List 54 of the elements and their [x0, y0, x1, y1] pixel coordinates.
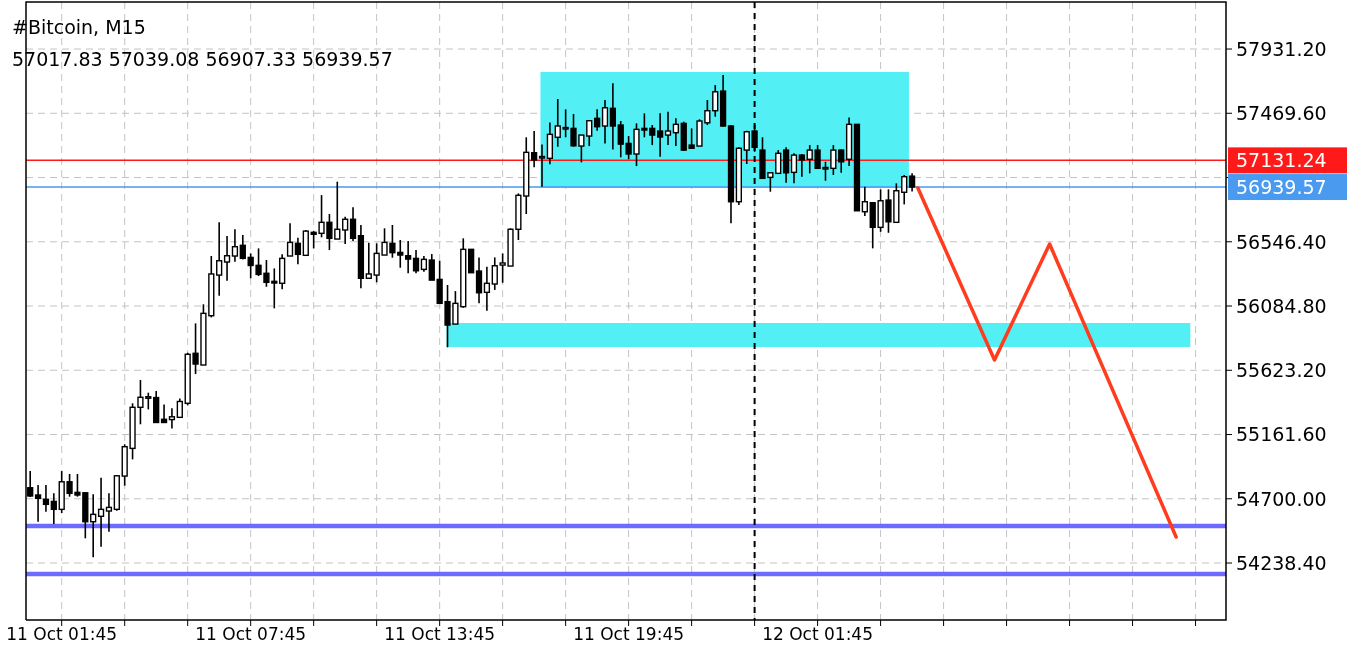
candlestick	[34, 484, 42, 523]
candlestick	[782, 146, 790, 184]
candlestick	[239, 234, 246, 261]
candlestick	[609, 82, 617, 151]
candlestick	[790, 152, 798, 185]
candlestick	[475, 256, 483, 305]
candlestick	[775, 149, 782, 175]
x-tick-label: 11 Oct 01:45	[6, 624, 118, 644]
candlestick	[97, 476, 105, 548]
candlestick	[412, 249, 420, 275]
candlestick	[50, 492, 57, 525]
candlestick	[538, 143, 546, 188]
candlestick	[223, 235, 231, 282]
candlestick	[908, 172, 916, 193]
candlestick	[664, 110, 672, 146]
y-tick-label: 55161.60	[1236, 423, 1327, 446]
candlestick	[601, 99, 609, 145]
candlestick	[216, 221, 223, 297]
candlestick	[656, 112, 664, 158]
candlestick	[468, 248, 475, 274]
y-tick-label: 57931.20	[1236, 37, 1327, 60]
candlestick	[405, 240, 412, 275]
candlestick	[672, 117, 680, 147]
ref-line-label: 56939.57	[1236, 175, 1327, 198]
y-tick-label: 56084.80	[1236, 294, 1327, 317]
x-tick-label: 11 Oct 13:45	[384, 624, 496, 644]
x-tick-label: 11 Oct 07:45	[195, 624, 307, 644]
candlestick	[294, 236, 302, 266]
candlestick	[176, 397, 183, 419]
candlestick	[901, 174, 908, 206]
candlestick	[286, 222, 294, 257]
candlestick	[365, 242, 372, 280]
y-tick-label: 57469.60	[1236, 102, 1327, 125]
candlestick	[593, 108, 601, 132]
x-tick-label: 12 Oct 01:45	[762, 624, 874, 644]
candlestick	[531, 130, 538, 169]
candlestick	[428, 253, 435, 281]
candlestick	[105, 492, 113, 533]
candlestick	[168, 407, 176, 430]
y-tick-label: 54700.00	[1236, 487, 1327, 510]
candlestick	[342, 215, 349, 245]
y-tick-label: 55623.20	[1236, 359, 1327, 382]
candlestick	[349, 206, 357, 242]
candlestick	[90, 493, 97, 559]
candlestick	[42, 484, 50, 513]
y-tick-label: 54238.40	[1236, 551, 1327, 574]
y-tick-label: 56546.40	[1236, 230, 1327, 253]
candlestick	[483, 265, 491, 312]
candlestick	[546, 121, 554, 166]
candlestick	[231, 228, 239, 263]
ref-line-label: 57131.24	[1236, 149, 1327, 172]
candlestick	[838, 148, 845, 174]
x-tick-label: 11 Oct 19:45	[573, 624, 685, 644]
candlestick	[861, 185, 868, 217]
